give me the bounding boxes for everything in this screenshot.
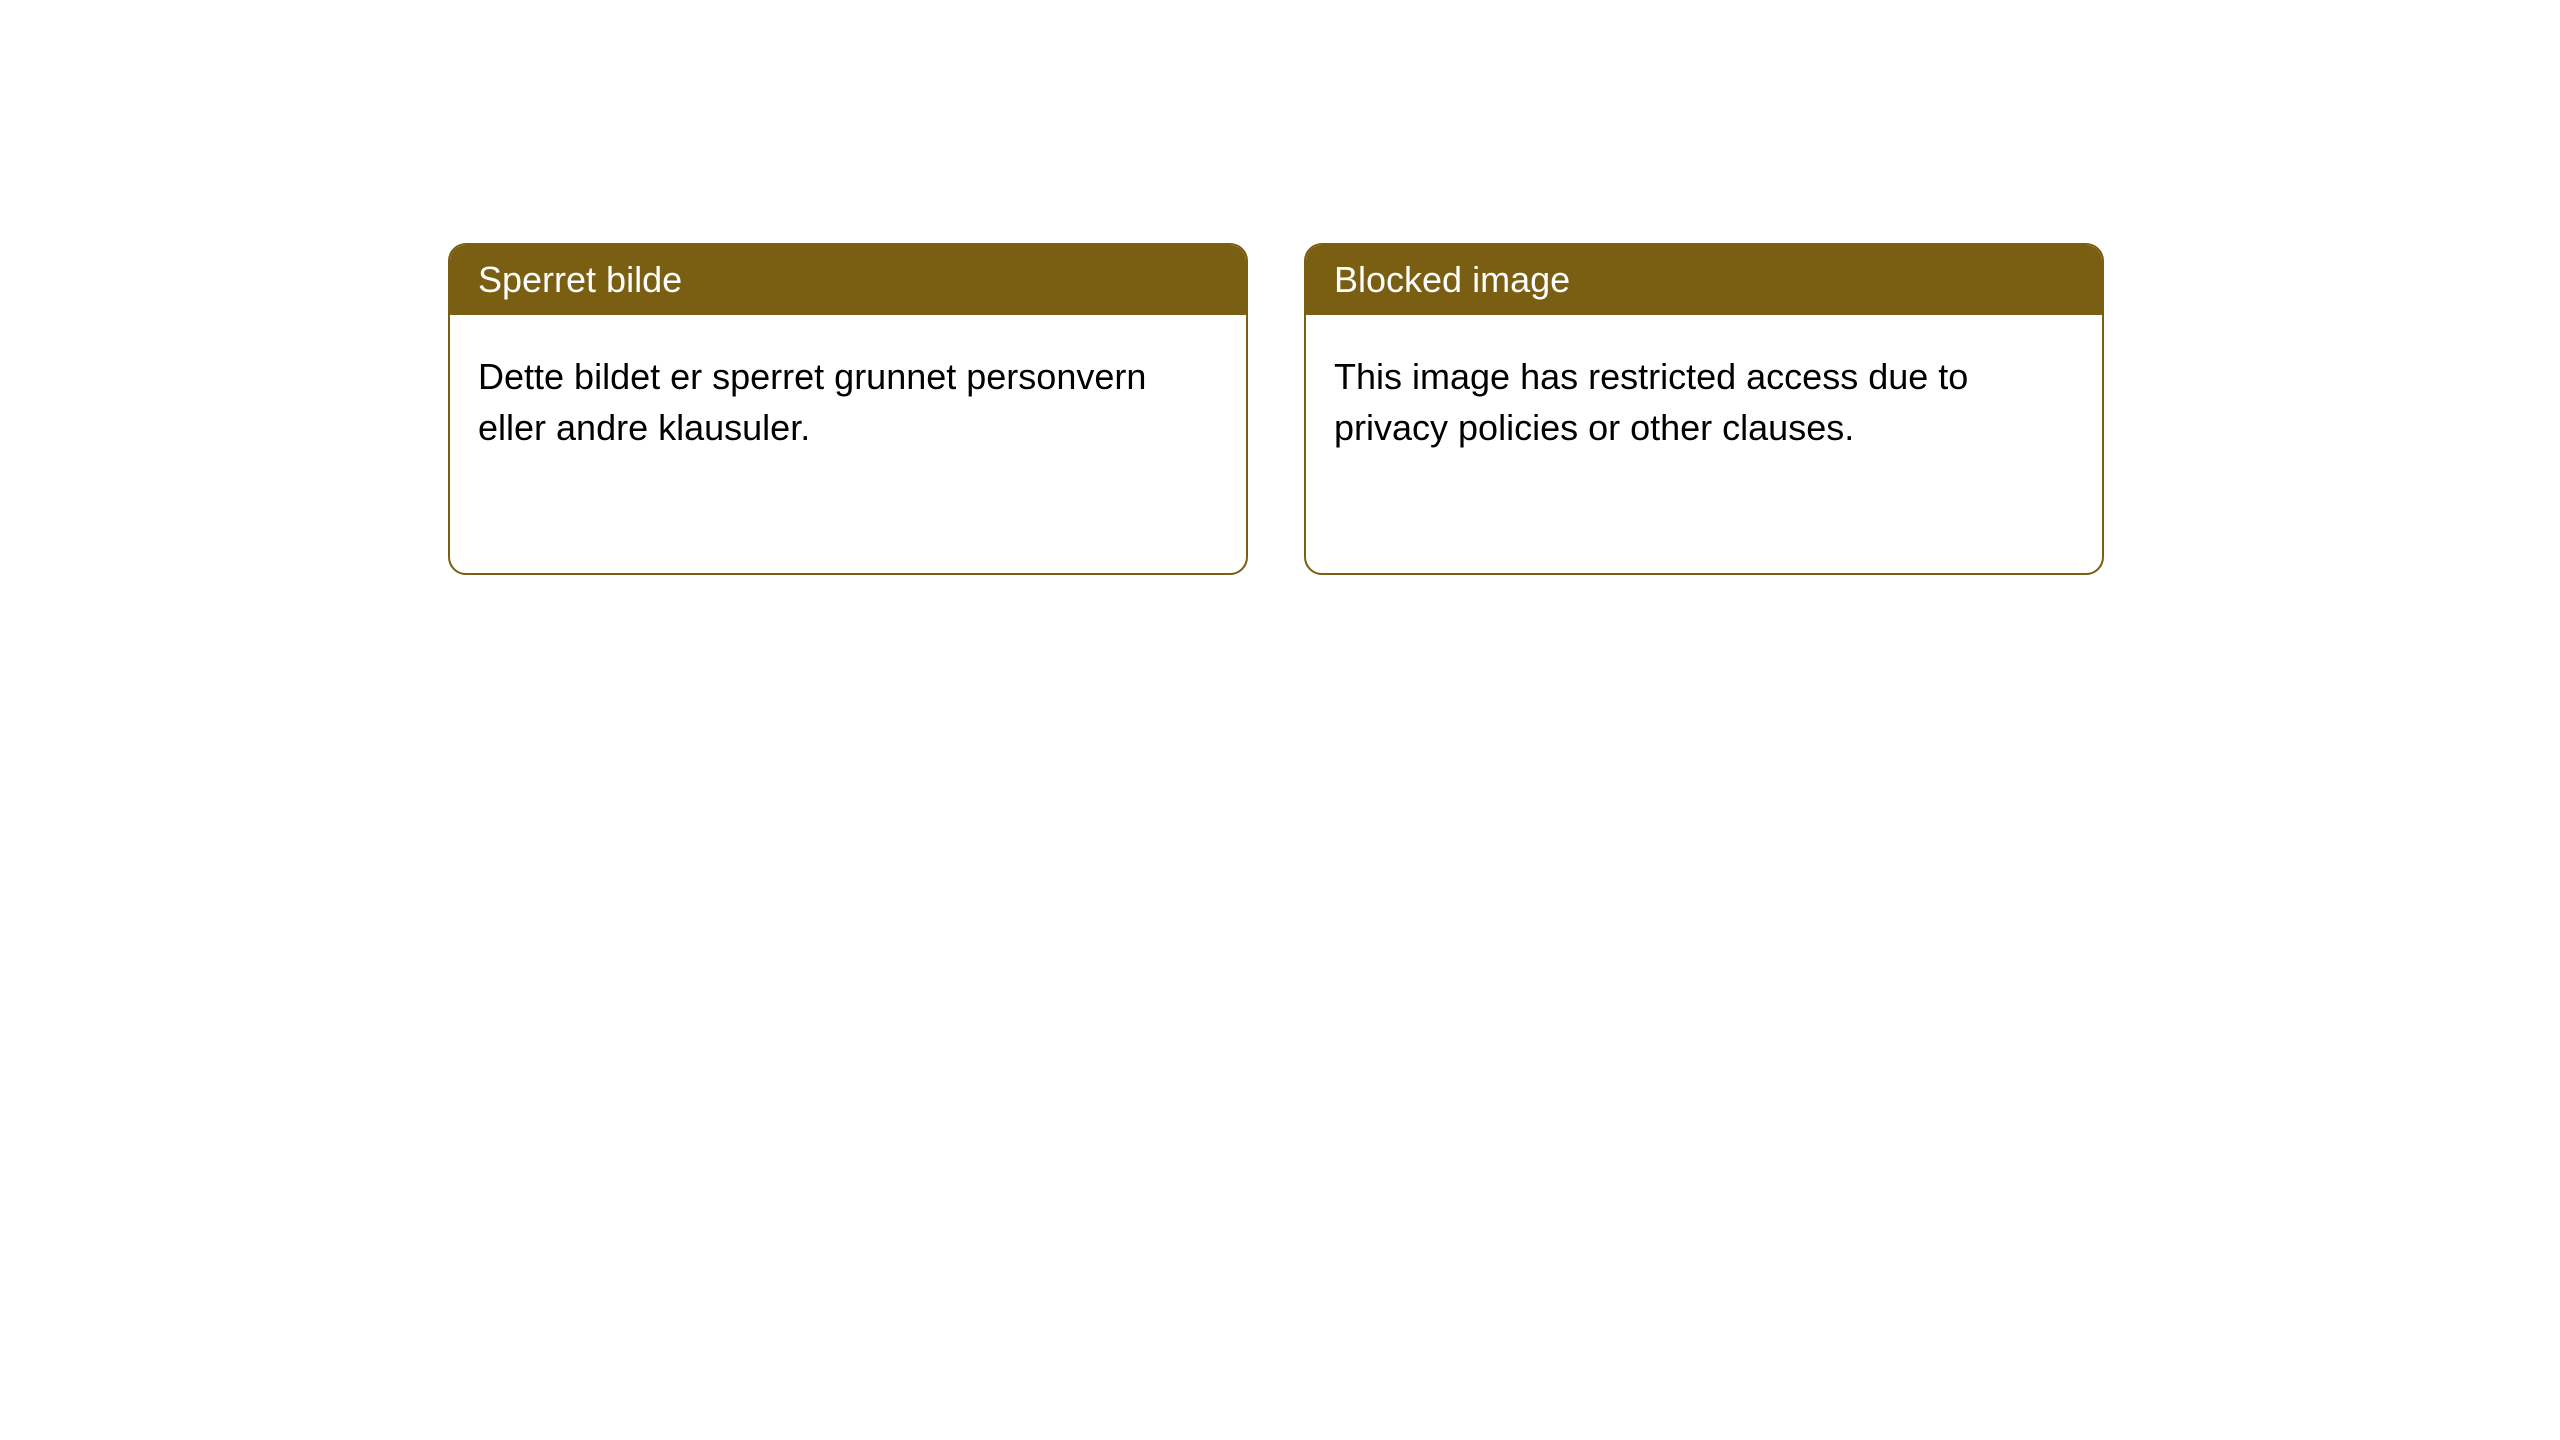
notice-card-text: This image has restricted access due to … <box>1334 356 1968 448</box>
notice-card-header: Sperret bilde <box>450 245 1246 315</box>
notice-card-body: Dette bildet er sperret grunnet personve… <box>450 315 1246 489</box>
notice-card-text: Dette bildet er sperret grunnet personve… <box>478 356 1146 448</box>
notice-card-header: Blocked image <box>1306 245 2102 315</box>
notice-card-norwegian: Sperret bilde Dette bildet er sperret gr… <box>448 243 1248 575</box>
notice-cards-container: Sperret bilde Dette bildet er sperret gr… <box>448 243 2104 575</box>
notice-card-english: Blocked image This image has restricted … <box>1304 243 2104 575</box>
notice-card-body: This image has restricted access due to … <box>1306 315 2102 489</box>
notice-card-title: Blocked image <box>1334 259 1570 300</box>
notice-card-title: Sperret bilde <box>478 259 682 300</box>
